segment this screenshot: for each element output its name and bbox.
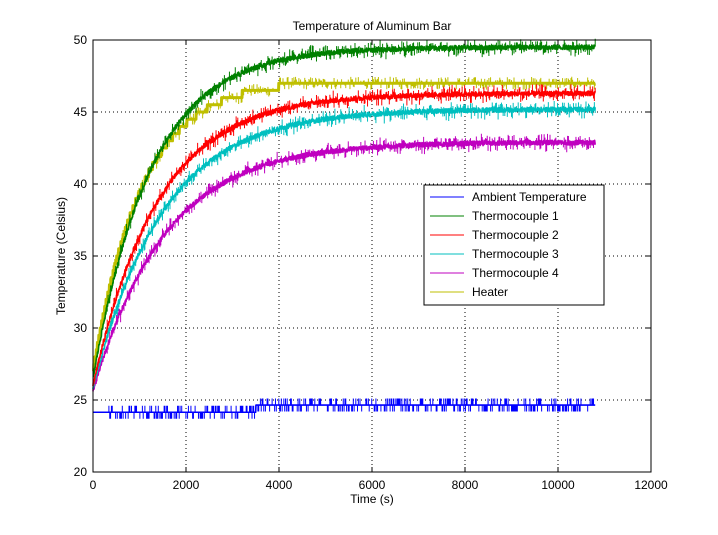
y-tick-label: 35 (74, 249, 88, 263)
legend: Ambient Temperature Thermocouple 1 Thermoc… (423, 184, 605, 306)
x-tick-label: 0 (90, 478, 97, 492)
legend-label: Thermocouple 2 (472, 228, 559, 242)
y-axis-label: Temperature (Celsius) (54, 197, 68, 315)
y-tick-label: 50 (74, 33, 88, 47)
y-tick-label: 45 (74, 105, 88, 119)
y-tick-label: 20 (74, 465, 88, 479)
y-tick-label: 40 (74, 177, 88, 191)
legend-label: Ambient Temperature (472, 190, 587, 204)
chart-title: Temperature of Aluminum Bar (293, 19, 452, 33)
x-tick-label: 12000 (634, 478, 668, 492)
y-tick-label: 25 (74, 393, 88, 407)
legend-box (423, 184, 605, 306)
legend-label: Thermocouple 4 (472, 266, 559, 280)
series-noise (106, 38, 596, 312)
x-tick-label: 10000 (541, 478, 575, 492)
series-noise (106, 84, 596, 328)
series-noise (106, 100, 596, 336)
series-line (92, 139, 596, 392)
tick-labels: 0 2000 4000 6000 8000 10000 12000 20 25 30 35 40 45 5… (74, 33, 668, 492)
legend-label: Heater (472, 285, 508, 299)
x-tick-label: 4000 (266, 478, 293, 492)
series-layer (91, 38, 597, 419)
legend-label: Thermocouple 3 (472, 247, 559, 261)
y-tick-label: 30 (74, 321, 88, 335)
ticks (92, 39, 652, 473)
series-noise (108, 398, 595, 419)
x-tick-label: 2000 (173, 478, 200, 492)
x-axis-label: Time (s) (350, 492, 394, 506)
series-noise (106, 133, 595, 354)
legend-label: Thermocouple 1 (472, 209, 559, 223)
x-tick-label: 8000 (452, 478, 479, 492)
x-tick-label: 6000 (359, 478, 386, 492)
